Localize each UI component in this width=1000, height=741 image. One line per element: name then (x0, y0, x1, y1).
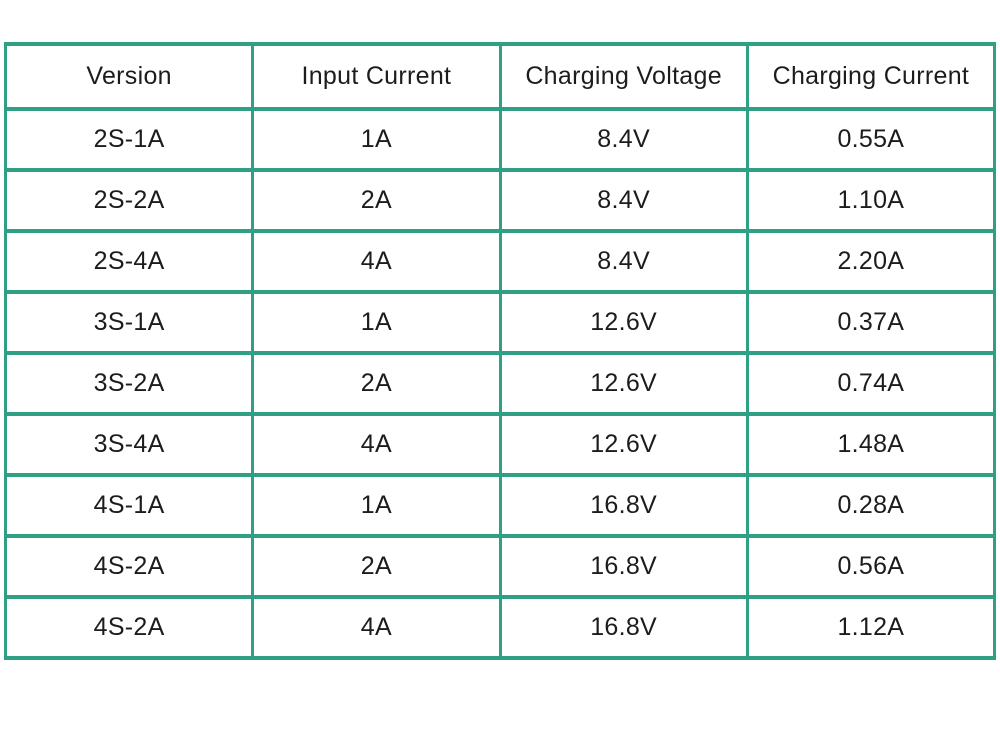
table-body: 2S-1A 1A 8.4V 0.55A 2S-2A 2A 8.4V 1.10A 2S-4A 4A 8… (3, 107, 997, 660)
cell-charging-voltage: 8.4V (498, 168, 749, 233)
table-row: 4S-2A 2A 16.8V 0.56A (3, 534, 997, 599)
header-row: Version Input Current Charging Voltage Char… (3, 42, 997, 111)
cell-version: 3S-4A (3, 412, 255, 477)
cell-charging-voltage: 12.6V (498, 351, 749, 416)
column-header-charging-current: Charging Current (745, 42, 997, 111)
cell-input-current: 2A (251, 534, 502, 599)
cell-charging-voltage: 12.6V (498, 290, 749, 355)
cell-input-current: 4A (251, 229, 502, 294)
cell-version: 4S-2A (3, 595, 255, 660)
table-row: 3S-1A 1A 12.6V 0.37A (3, 290, 997, 355)
cell-charging-current: 0.56A (745, 534, 997, 599)
cell-charging-voltage: 12.6V (498, 412, 749, 477)
cell-charging-current: 0.28A (745, 473, 997, 538)
cell-charging-voltage: 16.8V (498, 473, 749, 538)
table-row: 2S-2A 2A 8.4V 1.10A (3, 168, 997, 233)
cell-version: 3S-2A (3, 351, 255, 416)
table-row: 2S-1A 1A 8.4V 0.55A (3, 107, 997, 172)
cell-charging-current: 0.74A (745, 351, 997, 416)
cell-charging-current: 2.20A (745, 229, 997, 294)
cell-input-current: 2A (251, 168, 502, 233)
table-row: 4S-2A 4A 16.8V 1.12A (3, 595, 997, 660)
cell-charging-voltage: 16.8V (498, 534, 749, 599)
cell-charging-voltage: 16.8V (498, 595, 749, 660)
column-header-input-current: Input Current (251, 42, 502, 111)
table-header-row: Version Input Current Charging Voltage Char… (3, 42, 997, 111)
column-header-charging-voltage: Charging Voltage (498, 42, 749, 111)
table-row: 4S-1A 1A 16.8V 0.28A (3, 473, 997, 538)
cell-input-current: 1A (251, 290, 502, 355)
cell-charging-current: 1.48A (745, 412, 997, 477)
cell-charging-voltage: 8.4V (498, 107, 749, 172)
cell-input-current: 2A (251, 351, 502, 416)
cell-version: 2S-1A (3, 107, 255, 172)
table-row: 3S-4A 4A 12.6V 1.48A (3, 412, 997, 477)
cell-input-current: 4A (251, 412, 502, 477)
cell-charging-current: 1.12A (745, 595, 997, 660)
cell-version: 4S-1A (3, 473, 255, 538)
cell-charging-current: 0.37A (745, 290, 997, 355)
cell-version: 3S-1A (3, 290, 255, 355)
cell-version: 2S-2A (3, 168, 255, 233)
cell-version: 2S-4A (3, 229, 255, 294)
table-row: 2S-4A 4A 8.4V 2.20A (3, 229, 997, 294)
cell-input-current: 1A (251, 473, 502, 538)
column-header-version: Version (3, 42, 255, 111)
cell-input-current: 4A (251, 595, 502, 660)
charger-spec-table: Version Input Current Charging Voltage Char… (3, 42, 997, 660)
cell-version: 4S-2A (3, 534, 255, 599)
table-row: 3S-2A 2A 12.6V 0.74A (3, 351, 997, 416)
cell-charging-current: 0.55A (745, 107, 997, 172)
cell-input-current: 1A (251, 107, 502, 172)
cell-charging-current: 1.10A (745, 168, 997, 233)
cell-charging-voltage: 8.4V (498, 229, 749, 294)
